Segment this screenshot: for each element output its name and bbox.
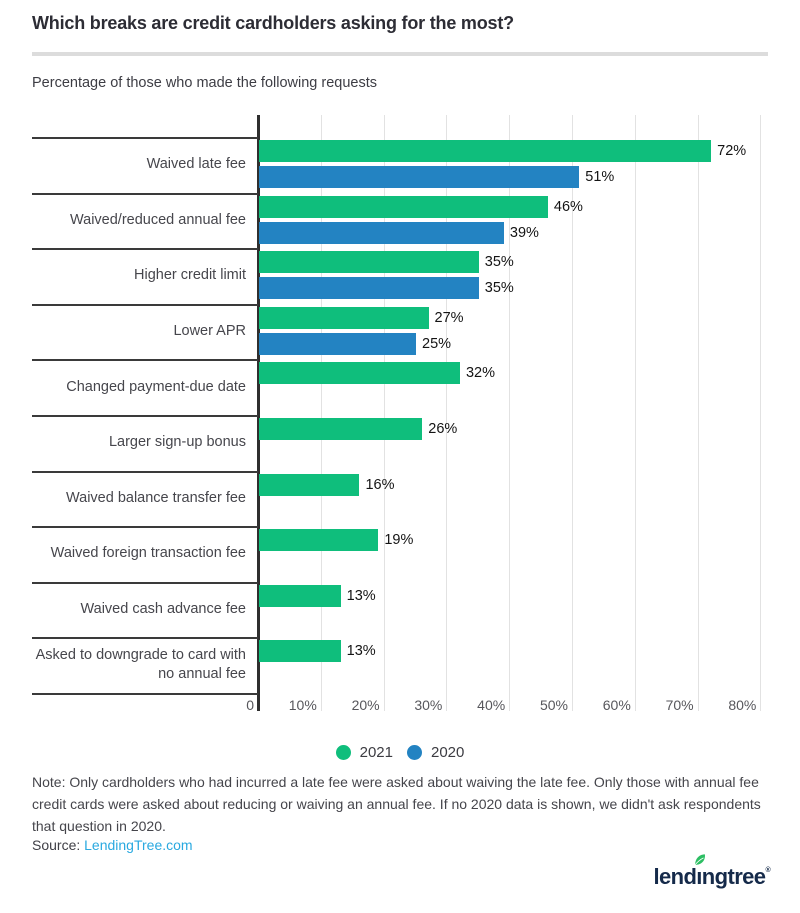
x-tick-label: 20% xyxy=(351,697,380,713)
logo-text-post: ngtree xyxy=(701,864,766,889)
category-label: Waived late fee xyxy=(146,156,246,173)
title-divider xyxy=(32,52,768,56)
bar-2021 xyxy=(259,195,548,218)
row-separator xyxy=(32,526,258,529)
gridline xyxy=(572,115,573,711)
bar-2020 xyxy=(259,277,479,300)
bar-2021 xyxy=(259,251,479,274)
chart-subtitle: Percentage of those who made the followi… xyxy=(32,75,377,91)
source-link[interactable]: LendingTree.com xyxy=(84,837,193,853)
x-tick-label: 0 xyxy=(246,697,254,713)
legend-swatch-icon xyxy=(335,745,351,760)
bar-value-label: 25% xyxy=(422,335,452,352)
bar-2021 xyxy=(259,529,379,552)
source-line: Source: LendingTree.com xyxy=(32,837,193,853)
footnote: Note: Only cardholders who had incurred … xyxy=(32,774,761,834)
bar-value-label: 35% xyxy=(484,254,514,271)
bar-value-label: 51% xyxy=(585,169,615,185)
bar-value-label: 26% xyxy=(428,421,458,437)
bar-value-label: 35% xyxy=(484,280,514,297)
gridline xyxy=(697,115,699,711)
category-label: Waived balance transfer fee xyxy=(65,489,246,506)
x-tick-label: 10% xyxy=(288,697,317,713)
bar-2021 xyxy=(259,362,460,385)
x-tick-label: 80% xyxy=(728,697,757,713)
row-separator xyxy=(32,470,258,473)
bar-value-label: 72% xyxy=(717,143,747,159)
bar-value-label: 27% xyxy=(434,309,464,326)
legend-label: 2021 xyxy=(359,744,393,761)
y-axis-line xyxy=(257,115,260,711)
chart-area: Waived late fee 72% 51% Waived/reduced annu… xyxy=(0,115,800,715)
bar-2020 xyxy=(259,332,416,355)
gridline xyxy=(320,115,322,711)
gridline xyxy=(383,115,385,711)
gridline xyxy=(509,115,511,711)
category-label: Waived foreign transaction fee xyxy=(50,545,246,562)
bar-value-label: 19% xyxy=(384,532,414,549)
category-label: Asked to downgrade to card with no annua… xyxy=(35,647,246,683)
bar-value-label: 16% xyxy=(365,476,395,493)
leaf-icon xyxy=(695,854,706,866)
bar-2021 xyxy=(259,640,341,663)
bar-2020 xyxy=(259,166,580,188)
bar-value-label: 46% xyxy=(553,198,583,215)
row-separator xyxy=(32,248,258,251)
category-label: Higher credit limit xyxy=(134,267,246,284)
category-label: Lower APR xyxy=(173,323,246,340)
bar-2021 xyxy=(259,140,712,162)
x-tick-label: 70% xyxy=(665,697,694,713)
category-label: Waived cash advance fee xyxy=(80,601,246,618)
x-tick-label: 50% xyxy=(539,697,568,713)
category-label: Waived/reduced annual fee xyxy=(70,211,246,228)
row-separator xyxy=(32,359,258,362)
row-separator xyxy=(32,637,258,640)
bar-2021 xyxy=(259,473,360,496)
logo-text-pre: lend xyxy=(653,864,697,889)
row-separator xyxy=(32,192,258,195)
lendingtree-logo: lend ıngtree® xyxy=(653,854,771,889)
logo-trademark: ® xyxy=(765,867,770,874)
category-label: Changed payment-due date xyxy=(66,378,246,395)
legend-item-2021: 2021 xyxy=(335,744,393,761)
x-tick-label: 60% xyxy=(602,697,631,713)
bar-2021 xyxy=(259,418,423,440)
x-tick-label: 30% xyxy=(414,697,443,713)
row-separator xyxy=(32,137,258,139)
chart-legend: 2021 2020 xyxy=(0,744,800,761)
legend-item-2020: 2020 xyxy=(407,744,464,761)
logo-text-i: ı xyxy=(696,864,702,889)
category-label: Larger sign-up bonus xyxy=(108,434,246,451)
legend-label: 2020 xyxy=(431,744,465,761)
legend-swatch-icon xyxy=(407,745,422,760)
row-separator xyxy=(32,693,258,695)
row-separator xyxy=(32,581,258,584)
bar-2020 xyxy=(259,221,504,244)
bar-value-label: 13% xyxy=(346,643,376,660)
x-tick-label: 40% xyxy=(477,697,506,713)
bar-value-label: 32% xyxy=(465,365,495,382)
row-separator xyxy=(32,415,258,417)
gridline xyxy=(446,115,448,711)
row-separator xyxy=(32,303,258,306)
gridline xyxy=(760,115,762,711)
page-title: Which breaks are credit cardholders aski… xyxy=(32,13,514,33)
gridline xyxy=(634,115,636,711)
bar-2021 xyxy=(259,584,341,607)
bar-2021 xyxy=(259,306,429,329)
source-label: Source: xyxy=(32,837,81,853)
bar-value-label: 13% xyxy=(346,587,376,604)
bar-value-label: 39% xyxy=(509,224,539,241)
